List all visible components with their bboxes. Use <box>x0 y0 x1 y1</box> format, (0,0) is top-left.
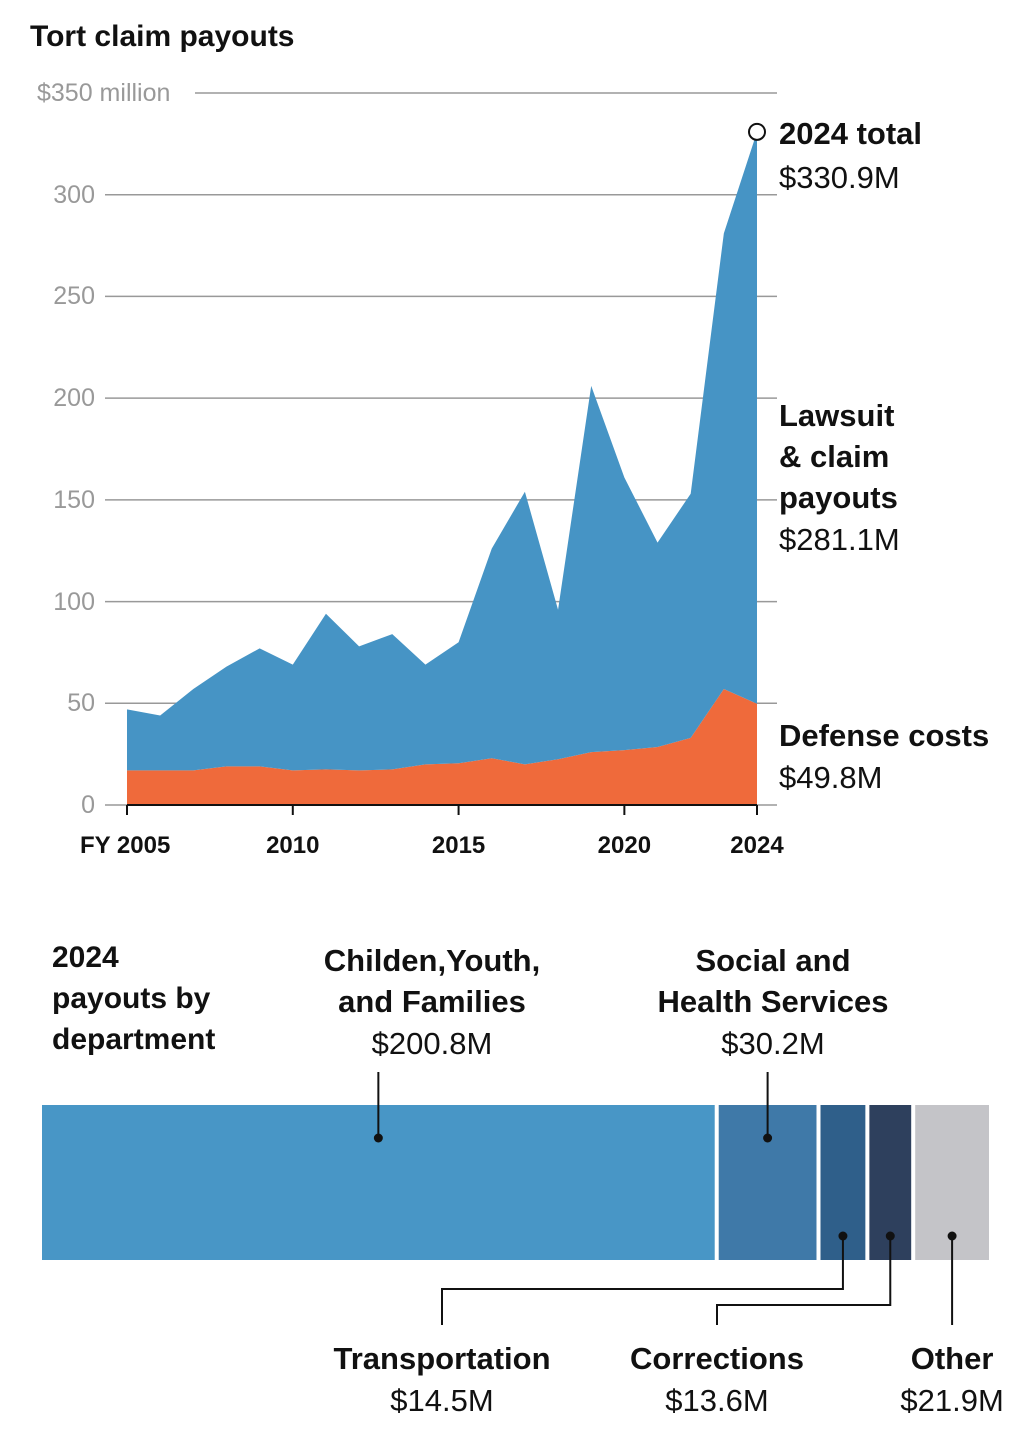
value-label: $21.9M <box>900 1383 1004 1418</box>
x-tick-label: 2020 <box>597 832 652 859</box>
value-label: $49.8M <box>779 760 883 795</box>
value-label: $30.2M <box>721 1026 825 1061</box>
leader-dot <box>838 1231 848 1241</box>
category-label: Transportation <box>333 1341 551 1376</box>
y-tick-label: 300 <box>53 180 95 209</box>
x-tick-label: 2015 <box>431 832 486 859</box>
x-tick-label: 2024 <box>730 832 784 859</box>
y-tick-label: 0 <box>81 791 95 819</box>
value-label: $200.8M <box>371 1026 493 1061</box>
leader-dot <box>947 1231 957 1241</box>
annotation-value: $330.9M <box>779 160 900 195</box>
value-label: $13.6M <box>665 1383 769 1418</box>
y-tick-label: 100 <box>53 587 95 616</box>
category-label: Other <box>910 1341 994 1376</box>
y-tick-label: 200 <box>53 384 95 413</box>
annotation-title: 2024 total <box>779 116 923 151</box>
series-label: Lawsuit & claim payouts <box>779 398 898 515</box>
y-tick-label: 250 <box>53 282 95 311</box>
chart-title: Tort claim payouts <box>30 20 295 53</box>
category-label: Social and Health Services <box>657 943 889 1019</box>
leader-dot <box>373 1133 383 1143</box>
leader-dot <box>885 1231 895 1241</box>
area <box>127 131 757 771</box>
area <box>127 689 757 805</box>
y-tick-label: 50 <box>67 689 95 718</box>
leader-line <box>441 1236 844 1325</box>
leader-line <box>716 1236 892 1325</box>
category-label: Childen,Youth, and Families <box>323 943 541 1019</box>
value-label: $14.5M <box>390 1383 494 1418</box>
series-label: Defense costs <box>779 718 990 753</box>
y-tick-label: 150 <box>53 485 95 514</box>
x-tick-label: FY 2005 <box>80 832 171 859</box>
leader-dot <box>763 1133 773 1143</box>
value-label: $281.1M <box>779 522 900 557</box>
category-label: Corrections <box>630 1341 804 1376</box>
total-marker <box>748 122 766 141</box>
y-tick-label: $350 million <box>37 79 171 107</box>
x-tick-label: 2010 <box>266 832 320 859</box>
chart-title: 2024 payouts by department <box>52 941 216 1056</box>
